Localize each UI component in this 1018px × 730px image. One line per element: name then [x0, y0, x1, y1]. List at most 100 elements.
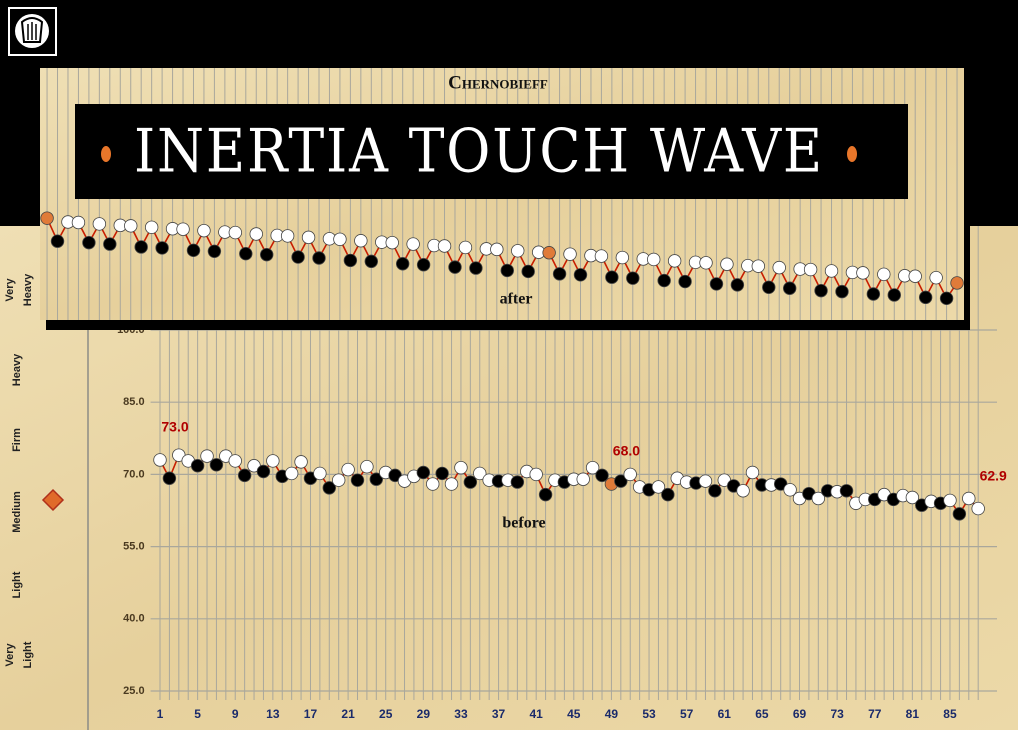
x-tick-label: 49	[605, 707, 619, 721]
data-point	[772, 260, 786, 275]
x-tick-label: 41	[530, 707, 544, 721]
x-tick-label: 1	[157, 707, 164, 721]
x-tick-label: 57	[680, 707, 694, 721]
y-tick-label: 70.0	[123, 468, 144, 480]
logo-lyre	[20, 17, 44, 43]
data-point	[736, 484, 750, 498]
data-point	[343, 253, 358, 268]
data-point	[364, 254, 379, 269]
after-panel: after Chernobieff INERTIA TOUCH WAVE	[40, 68, 970, 330]
data-point	[469, 261, 483, 275]
data-point	[437, 239, 452, 253]
data-point	[144, 220, 159, 234]
data-point	[657, 273, 671, 288]
data-point	[162, 471, 177, 485]
x-tick-label: 85	[943, 707, 957, 721]
data-point	[782, 281, 797, 295]
data-point	[751, 259, 766, 273]
data-point	[124, 219, 138, 233]
data-point	[200, 449, 214, 463]
x-tick-label: 5	[194, 707, 201, 721]
data-point	[552, 267, 567, 281]
banner-ornament	[101, 146, 111, 162]
x-tick-label: 65	[755, 707, 769, 721]
scale-label: Firm	[11, 428, 23, 452]
data-point	[698, 474, 713, 488]
data-point	[647, 252, 661, 267]
x-tick-label: 73	[830, 707, 844, 721]
data-point	[280, 229, 295, 243]
data-point	[866, 287, 881, 301]
data-point	[134, 240, 148, 254]
data-point	[824, 264, 839, 278]
data-point	[839, 484, 854, 498]
data-point	[284, 466, 299, 481]
data-point	[239, 246, 253, 261]
data-point	[939, 291, 954, 306]
data-point	[943, 493, 957, 508]
data-point	[266, 454, 280, 468]
data-point	[563, 247, 577, 261]
data-point	[426, 477, 440, 491]
data-point	[835, 284, 849, 299]
data-point	[249, 227, 263, 241]
data-point	[312, 251, 326, 265]
data-point	[762, 280, 776, 294]
value-label: 68.0	[613, 443, 640, 459]
value-label: 73.0	[161, 419, 188, 435]
main-title: INERTIA TOUCH WAVE	[134, 117, 824, 187]
data-point	[678, 274, 692, 289]
data-point	[256, 464, 271, 479]
x-tick-label: 69	[793, 707, 807, 721]
data-point	[186, 243, 201, 258]
data-point	[918, 290, 933, 305]
data-point	[463, 475, 478, 489]
data-point	[730, 278, 745, 292]
data-point	[228, 454, 242, 468]
data-point	[720, 257, 734, 271]
data-point	[435, 466, 449, 481]
x-tick-label: 13	[266, 707, 280, 721]
data-point	[490, 242, 504, 257]
data-point	[708, 484, 722, 498]
data-point	[510, 475, 525, 489]
data-point	[322, 481, 336, 495]
x-tick-label: 77	[868, 707, 882, 721]
scale-label: Very	[4, 642, 16, 666]
data-point	[651, 480, 666, 494]
data-point	[458, 240, 473, 255]
data-point	[416, 465, 431, 480]
data-point	[962, 491, 976, 506]
data-point	[354, 234, 368, 248]
data-point	[406, 237, 420, 251]
data-point	[313, 466, 327, 481]
data-point	[887, 288, 901, 302]
data-point	[905, 490, 920, 505]
data-point	[473, 466, 487, 481]
data-point	[929, 270, 943, 285]
data-point	[538, 487, 553, 502]
data-point	[500, 263, 514, 278]
data-point	[783, 483, 797, 497]
scale-label: Heavy	[22, 273, 34, 306]
x-tick-label: 81	[906, 707, 920, 721]
data-point	[814, 283, 828, 298]
data-point	[385, 235, 399, 250]
data-point	[877, 267, 891, 282]
data-point	[153, 453, 167, 467]
series-annotation: after	[500, 291, 533, 308]
data-point	[360, 459, 374, 474]
data-point	[626, 271, 640, 285]
data-point	[856, 266, 870, 280]
data-point	[952, 507, 967, 521]
value-label: 62.9	[980, 467, 1007, 483]
data-point	[331, 473, 346, 487]
data-point	[341, 462, 355, 477]
banner-ornament	[847, 146, 857, 162]
scale-marker	[41, 488, 65, 512]
data-point	[511, 244, 525, 258]
data-point	[614, 474, 628, 488]
data-point	[667, 254, 682, 268]
data-point	[197, 223, 211, 238]
data-point	[40, 211, 54, 225]
